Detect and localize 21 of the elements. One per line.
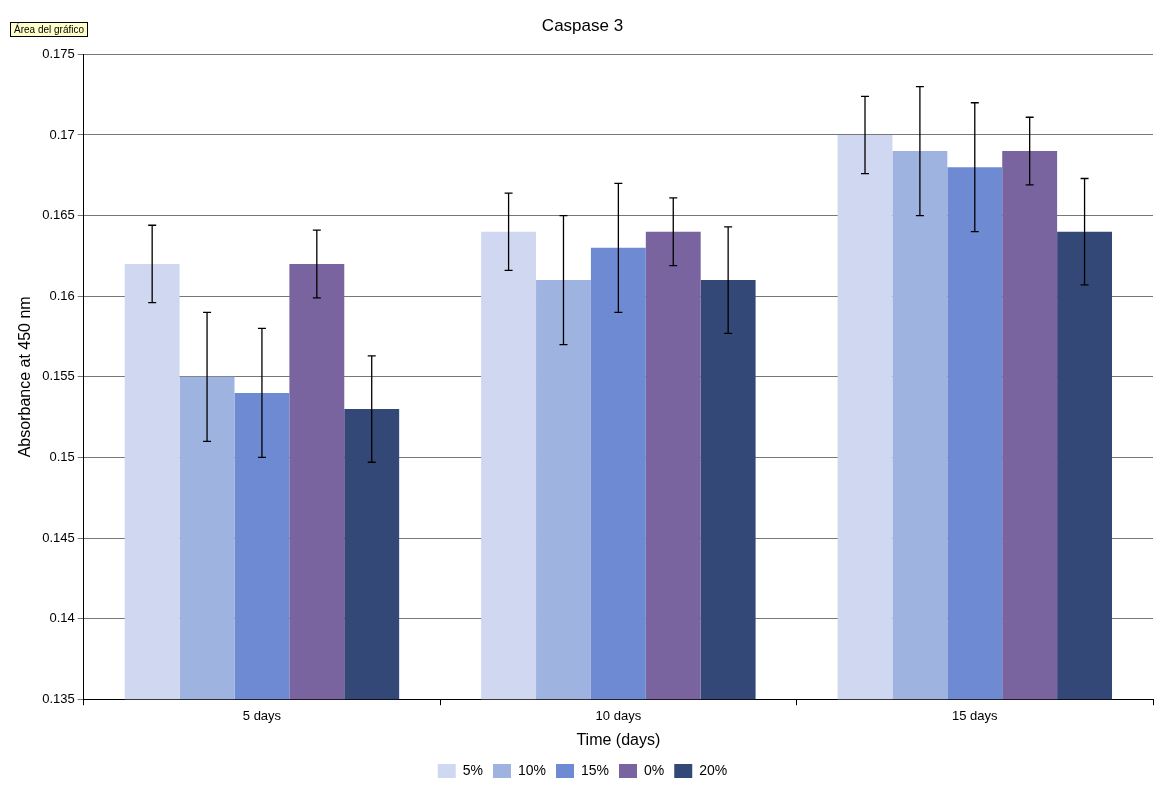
y-tick-label: 0.16 xyxy=(49,287,75,303)
chart-title: Caspase 3 xyxy=(541,15,624,35)
legend-label: 5% xyxy=(462,761,483,778)
x-axis-title: Time (days) xyxy=(576,730,661,748)
x-tick-label: 10 days xyxy=(595,707,642,723)
x-tick-label: 15 days xyxy=(952,707,999,723)
y-tick-label: 0.175 xyxy=(42,45,75,61)
legend-label: 0% xyxy=(644,761,665,778)
y-tick-label: 0.135 xyxy=(42,690,75,706)
legend-label: 20% xyxy=(699,761,728,778)
text: Área del gráfico xyxy=(10,22,89,37)
y-tick-label: 0.14 xyxy=(49,610,75,626)
y-tick-label: 0.165 xyxy=(42,207,75,223)
legend-label: 10% xyxy=(517,761,546,778)
y-tick-label: 0.145 xyxy=(42,529,75,545)
y-axis-title: Absorbance at 450 nm xyxy=(16,296,34,458)
y-tick-label: 0.155 xyxy=(42,368,75,384)
y-tick-label: 0.17 xyxy=(49,126,75,142)
legend-label: 15% xyxy=(580,761,610,778)
x-tick-label: 5 days xyxy=(242,707,282,723)
y-tick-label: 0.15 xyxy=(49,448,75,464)
